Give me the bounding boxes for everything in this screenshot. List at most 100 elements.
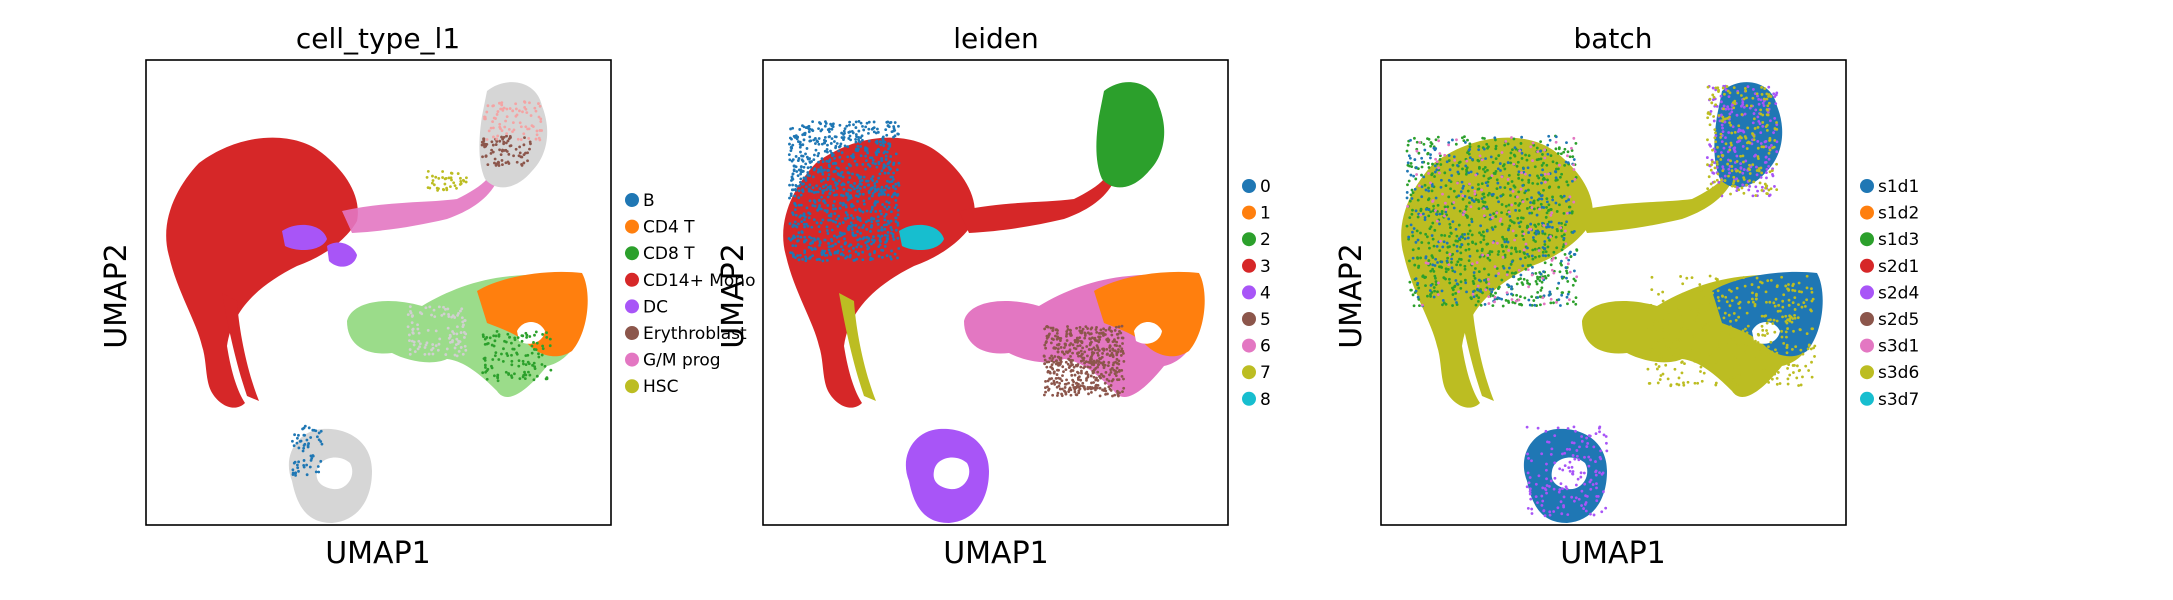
scatter-point	[1740, 113, 1744, 116]
scatter-point	[1468, 201, 1471, 205]
scatter-point	[788, 136, 792, 140]
scatter-point	[1510, 136, 1513, 139]
scatter-point	[1763, 314, 1766, 318]
scatter-point	[1705, 335, 1709, 338]
scatter-point	[840, 245, 843, 249]
legend-item: 8	[1242, 390, 1271, 410]
scatter-point	[825, 225, 829, 229]
scatter-point	[447, 315, 451, 318]
scatter-point	[829, 149, 832, 153]
scatter-point	[1780, 329, 1783, 333]
scatter-point	[887, 205, 891, 209]
scatter-point	[1493, 172, 1497, 176]
scatter-point	[1514, 246, 1517, 250]
scatter-point	[1711, 98, 1715, 102]
scatter-point	[1724, 295, 1728, 299]
scatter-point	[1438, 212, 1442, 216]
scatter-point	[292, 461, 296, 465]
scatter-point	[463, 344, 467, 348]
scatter-point	[298, 439, 302, 443]
scatter-point	[1410, 197, 1414, 200]
scatter-point	[514, 102, 518, 106]
scatter-point	[1688, 300, 1692, 304]
scatter-point	[848, 195, 852, 199]
scatter-point	[892, 184, 895, 188]
scatter-point	[1074, 393, 1078, 397]
scatter-point	[1579, 471, 1583, 475]
scatter-point	[1706, 355, 1710, 359]
scatter-point	[1113, 338, 1116, 342]
scatter-point	[1473, 276, 1477, 280]
scatter-point	[1527, 285, 1531, 289]
scatter-point	[1715, 178, 1719, 182]
scatter-point	[1482, 192, 1486, 196]
scatter-point	[1467, 247, 1471, 251]
scatter-point	[433, 315, 437, 319]
scatter-point	[1420, 185, 1424, 189]
scatter-point	[1542, 224, 1546, 227]
scatter-point	[1053, 382, 1057, 386]
scatter-point	[1761, 333, 1765, 337]
scatter-point	[873, 251, 876, 254]
scatter-point	[1455, 303, 1459, 307]
scatter-point	[1730, 351, 1734, 354]
scatter-point	[1732, 378, 1735, 382]
scatter-point	[847, 228, 850, 232]
scatter-point	[296, 466, 300, 470]
scatter-point	[1565, 269, 1568, 273]
scatter-point	[537, 352, 540, 356]
scatter-point	[1498, 185, 1502, 189]
scatter-point	[1565, 295, 1569, 299]
scatter-point	[1755, 165, 1758, 169]
scatter-point	[1526, 264, 1530, 267]
scatter-point	[844, 256, 848, 260]
scatter-point	[531, 363, 534, 367]
legend-item: B	[625, 191, 655, 211]
scatter-point	[823, 135, 827, 139]
scatter-point	[1651, 322, 1655, 326]
scatter-point	[1773, 330, 1777, 334]
scatter-point	[1047, 387, 1051, 391]
scatter-point	[1539, 149, 1542, 153]
scatter-point	[1682, 381, 1685, 385]
scatter-point	[1572, 136, 1576, 140]
scatter-point	[884, 154, 888, 158]
scatter-point	[1107, 385, 1111, 389]
scatter-point	[1520, 216, 1523, 220]
scatter-point	[1657, 292, 1660, 296]
scatter-point	[1738, 306, 1742, 310]
scatter-point	[883, 193, 886, 196]
scatter-point	[1770, 143, 1773, 147]
scatter-point	[1525, 279, 1529, 283]
scatter-point	[423, 353, 427, 356]
scatter-point	[1520, 157, 1524, 160]
scatter-point	[1510, 292, 1513, 296]
scatter-point	[880, 248, 884, 252]
scatter-point	[834, 135, 838, 139]
scatter-point	[1555, 161, 1559, 165]
scatter-point	[1742, 160, 1745, 164]
scatter-point	[820, 195, 823, 199]
scatter-point	[483, 145, 486, 149]
scatter-point	[1052, 371, 1056, 375]
scatter-point	[1710, 101, 1714, 105]
legend-item: CD4 T	[625, 218, 695, 238]
scatter-point	[1542, 302, 1546, 306]
scatter-point	[1556, 506, 1560, 510]
scatter-point	[1566, 262, 1570, 266]
scatter-point	[1510, 180, 1514, 183]
scatter-point	[1753, 357, 1757, 361]
scatter-point	[1561, 487, 1564, 491]
scatter-point	[831, 204, 835, 207]
scatter-point	[1555, 286, 1559, 290]
scatter-point	[869, 156, 872, 160]
scatter-point	[861, 226, 865, 229]
scatter-point	[1685, 326, 1689, 330]
scatter-point	[1787, 363, 1791, 366]
scatter-point	[1756, 139, 1760, 143]
scatter-point	[1542, 270, 1545, 274]
scatter-point	[825, 188, 829, 191]
scatter-point	[816, 140, 820, 144]
scatter-point	[1461, 233, 1464, 236]
